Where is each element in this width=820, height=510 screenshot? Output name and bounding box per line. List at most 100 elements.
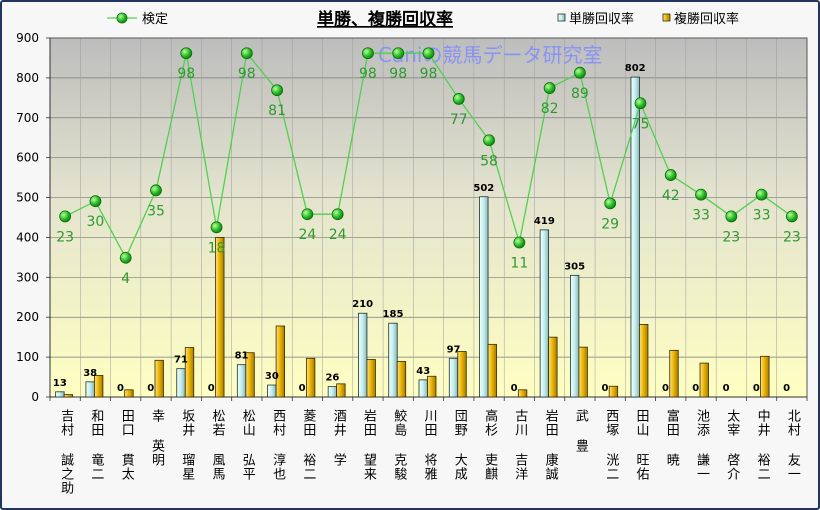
category-label: 吉村 誠之助	[58, 409, 74, 495]
win-return-value-label: 0	[117, 383, 124, 394]
kentei-point	[513, 236, 526, 249]
win-return-bar	[418, 379, 428, 398]
category-label: 富田 暁	[663, 409, 679, 467]
place-return-bar	[457, 351, 467, 398]
category-label: 鮫島 克駿	[391, 409, 407, 481]
legend-place-return: 複勝回収率	[662, 11, 739, 27]
win-return-bar	[267, 384, 277, 398]
y-tick-label: 100	[16, 350, 39, 364]
legend-kentei-marker-icon	[116, 12, 128, 24]
kentei-value-label: 4	[121, 271, 130, 287]
place-return-bar	[639, 324, 649, 398]
win-return-value-label: 38	[83, 368, 97, 379]
category-label: 田口 貫太	[118, 409, 134, 481]
place-return-bar	[548, 336, 558, 398]
kentei-value-label: 98	[359, 66, 377, 82]
legend-win-return: 単勝回収率	[557, 11, 634, 27]
kentei-point	[604, 197, 617, 210]
place-return-bar	[427, 375, 437, 398]
place-return-bar	[94, 375, 104, 398]
category-label: 和田 竜二	[88, 409, 104, 481]
win-return-bar	[55, 391, 65, 398]
win-return-bar	[570, 274, 580, 398]
kentei-value-label: 35	[147, 203, 165, 219]
category-label: 古川 吉洋	[512, 409, 528, 481]
kentei-point	[483, 134, 495, 147]
y-tick-label: 600	[16, 151, 39, 165]
category-label: 菱田 裕二	[300, 409, 316, 481]
kentei-point	[725, 210, 738, 223]
y-tick-label: 0	[31, 390, 39, 404]
category-label: 松若 風馬	[209, 409, 225, 481]
win-return-value-label: 210	[352, 299, 373, 310]
kentei-value-label: 98	[238, 66, 256, 82]
kentei-point	[150, 184, 162, 197]
y-tick-label: 500	[16, 191, 39, 205]
kentei-point	[695, 188, 707, 201]
win-return-value-label: 0	[601, 383, 608, 394]
kentei-point	[271, 84, 284, 97]
win-return-value-label: 26	[325, 373, 339, 384]
win-return-value-label: 0	[147, 383, 154, 394]
kentei-value-label: 23	[722, 229, 740, 245]
win-return-value-label: 0	[511, 383, 518, 394]
place-return-bar	[699, 362, 709, 398]
kentei-point	[785, 210, 798, 223]
place-return-bar	[608, 385, 619, 398]
kentei-value-label: 58	[480, 153, 498, 169]
win-return-value-label: 419	[534, 216, 555, 227]
y-tick-label: 200	[16, 310, 39, 324]
place-return-bar	[184, 347, 195, 398]
y-tick-label: 400	[16, 230, 39, 244]
place-return-bar	[366, 359, 376, 398]
place-return-bar	[305, 357, 316, 398]
kentei-point	[240, 47, 253, 60]
win-return-value-label: 0	[299, 383, 306, 394]
place-return-bar	[275, 325, 286, 398]
win-return-bar	[479, 196, 489, 398]
legend-kentei: 検定	[107, 12, 168, 27]
kentei-point	[59, 210, 72, 223]
kentei-point	[452, 93, 465, 105]
legend-win-return-label: 単勝回収率	[569, 11, 634, 27]
kentei-point	[119, 251, 132, 264]
win-return-bar	[388, 322, 398, 398]
kentei-value-label: 24	[298, 227, 316, 243]
kentei-point	[634, 97, 647, 110]
kentei-point	[362, 47, 374, 60]
category-label: 中井 裕二	[754, 409, 770, 481]
win-return-bar	[358, 312, 368, 398]
win-return-value-label: 185	[383, 309, 404, 320]
kentei-value-label: 23	[783, 229, 801, 245]
place-return-bar	[124, 389, 134, 398]
place-return-bar	[760, 355, 770, 398]
kentei-point	[422, 47, 435, 60]
place-return-bar	[63, 394, 74, 398]
win-return-value-label: 0	[723, 383, 730, 394]
win-return-bar	[236, 364, 247, 398]
kentei-value-label: 98	[389, 66, 407, 82]
kentei-point	[755, 188, 768, 201]
category-label: 松山 弘平	[239, 409, 255, 481]
win-return-value-label: 305	[564, 261, 585, 272]
category-label: 池添 謙一	[694, 409, 709, 481]
y-tick-label: 900	[16, 31, 39, 45]
kentei-point	[664, 169, 677, 181]
legend-place-return-swatch	[662, 13, 671, 22]
win-return-bar	[539, 229, 550, 398]
kentei-point	[574, 66, 586, 79]
kentei-point	[392, 47, 405, 60]
win-return-value-label: 0	[783, 383, 790, 394]
win-return-bar	[630, 76, 640, 398]
place-return-bar	[517, 389, 528, 398]
kentei-value-label: 33	[753, 208, 771, 224]
kentei-point	[210, 221, 223, 234]
place-return-bar	[487, 343, 497, 398]
win-return-bar	[85, 381, 95, 398]
chart-title: 単勝、複勝回収率	[317, 9, 453, 30]
category-label: 岩田 望来	[360, 409, 376, 481]
category-label: 坂井 瑠星	[179, 409, 195, 481]
place-return-bar	[578, 346, 588, 398]
category-label: 酒井 学	[330, 409, 346, 467]
